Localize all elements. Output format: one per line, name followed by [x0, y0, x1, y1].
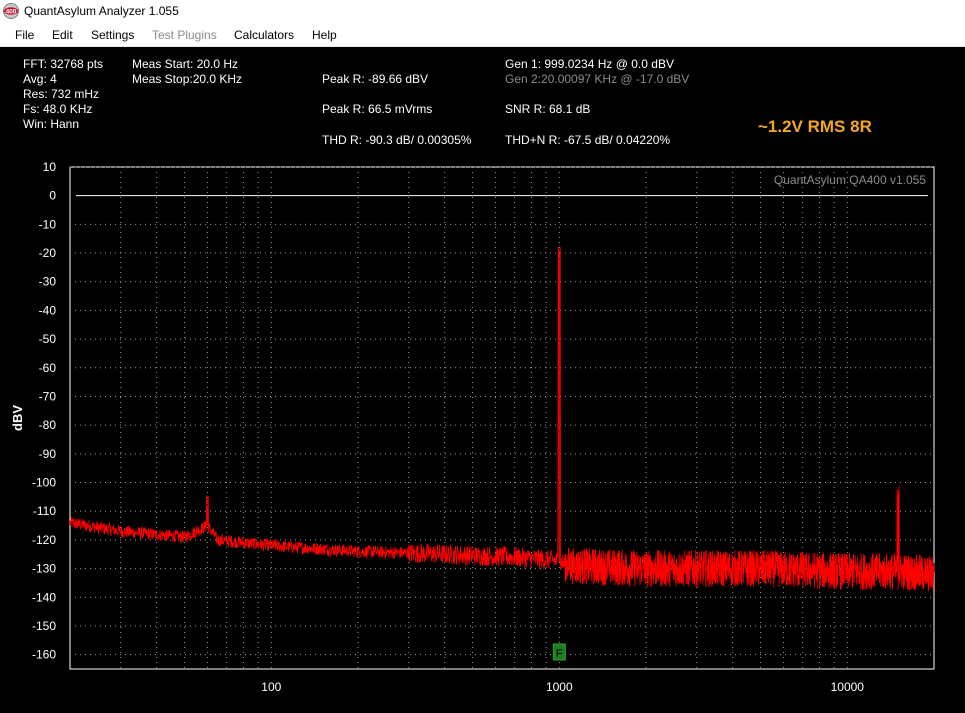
- fft-size: FFT: 32768 pts: [23, 57, 104, 71]
- thd-readout: THD R: -90.3 dB/ 0.00305%: [322, 133, 472, 147]
- x-tick-label: 100: [261, 680, 281, 694]
- x-tick-label: 1000: [546, 680, 573, 694]
- y-tick-label: -130: [32, 562, 56, 576]
- y-tick-label: -150: [32, 619, 56, 633]
- title-bar: 400 QuantAsylum Analyzer 1.055: [0, 0, 965, 22]
- resolution: Res: 732 mHz: [23, 87, 100, 101]
- x-tick-label: 10000: [831, 680, 865, 694]
- averages: Avg: 4: [23, 72, 57, 86]
- y-tick-label: -60: [39, 361, 57, 375]
- y-tick-label: 0: [49, 189, 56, 203]
- spectrum-chart[interactable]: 100-10-20-30-40-50-60-70-80-90-100-110-1…: [0, 159, 965, 708]
- y-tick-label: -90: [39, 447, 57, 461]
- thdn-readout: THD+N R: -67.5 dB/ 0.04220%: [505, 133, 671, 147]
- y-tick-label: -30: [39, 275, 57, 289]
- generator-1: Gen 1: 999.0234 Hz @ 0.0 dBV: [505, 57, 674, 71]
- measurement-readout: FFT: 32768 pts Avg: 4 Res: 732 mHz Fs: 4…: [0, 47, 965, 159]
- y-tick-label: -10: [39, 217, 57, 231]
- spectrum-plot[interactable]: 10 0 -10 -20 -30 -40 -50 -60 -70 -80 -90 -100 -110 -1…: [0, 159, 965, 708]
- frequency-marker-label: F: [556, 648, 563, 660]
- y-tick-label: -140: [32, 590, 56, 604]
- generator-2: Gen 2:20.00097 KHz @ -17.0 dBV: [505, 72, 690, 86]
- window-function: Win: Hann: [23, 117, 80, 131]
- snr-readout: SNR R: 68.1 dB: [505, 102, 591, 116]
- peak-dbv: Peak R: -89.66 dBV: [322, 72, 429, 86]
- sample-rate: Fs: 48.0 KHz: [23, 102, 93, 116]
- y-axis-label: dBV: [10, 405, 25, 431]
- y-tick-label: -110: [33, 504, 56, 518]
- chart-watermark: QuantAsylum QA400 v1.055: [774, 173, 926, 187]
- meas-start: Meas Start: 20.0 Hz: [132, 57, 239, 71]
- y-tick-label: -80: [39, 418, 57, 432]
- meas-stop: Meas Stop:20.0 KHz: [132, 72, 243, 86]
- y-tick-label: -50: [39, 332, 57, 346]
- y-tick-label: -120: [32, 533, 56, 547]
- menu-test-plugins[interactable]: Test Plugins: [152, 28, 217, 42]
- peak-mvrms: Peak R: 66.5 mVrms: [322, 102, 433, 116]
- spectrum-trace: [69, 246, 935, 592]
- y-tick-label: -20: [39, 246, 57, 260]
- menu-edit[interactable]: Edit: [52, 28, 73, 42]
- y-tick-label: -160: [32, 648, 56, 662]
- menu-help[interactable]: Help: [312, 28, 337, 42]
- y-tick-label: 10: [43, 160, 57, 174]
- y-tick-label: -70: [39, 389, 57, 403]
- menu-bar: File Edit Settings Test Plugins Calculat…: [0, 22, 965, 47]
- frequency-marker[interactable]: [552, 643, 566, 661]
- window-title: QuantAsylum Analyzer 1.055: [24, 4, 179, 18]
- menu-calculators[interactable]: Calculators: [234, 28, 295, 42]
- y-tick-label: -100: [32, 476, 56, 490]
- annotation-note: ~1.2V RMS 8R: [758, 117, 872, 136]
- plot-frame: [69, 166, 935, 670]
- app-logo-text: 400: [6, 8, 17, 15]
- app-logo-icon: 400: [3, 3, 19, 19]
- menu-settings[interactable]: Settings: [91, 28, 135, 42]
- menu-file[interactable]: File: [15, 28, 35, 42]
- y-tick-label: -40: [39, 303, 57, 317]
